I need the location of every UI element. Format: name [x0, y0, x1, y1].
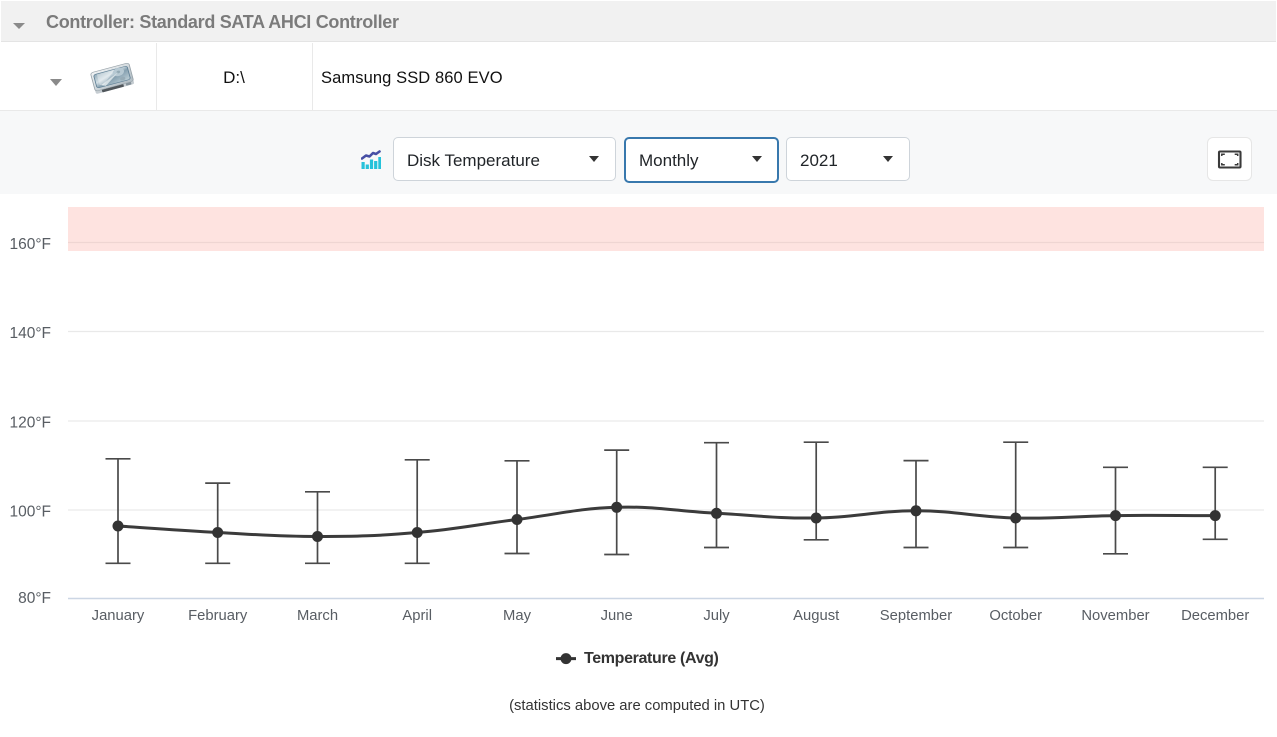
svg-text:May: May — [503, 608, 532, 624]
svg-text:Temperature (Avg): Temperature (Avg) — [584, 650, 719, 667]
svg-text:October: October — [989, 608, 1042, 624]
svg-text:140°F: 140°F — [9, 325, 51, 342]
svg-text:160°F: 160°F — [9, 236, 51, 253]
svg-text:June: June — [601, 608, 633, 624]
svg-text:120°F: 120°F — [9, 415, 51, 432]
svg-text:July: July — [703, 608, 730, 624]
svg-text:(statistics above are computed: (statistics above are computed in UTC) — [509, 698, 765, 714]
svg-text:November: November — [1081, 608, 1149, 624]
svg-text:December: December — [1181, 608, 1249, 624]
svg-text:100°F: 100°F — [9, 504, 51, 521]
svg-text:80°F: 80°F — [18, 590, 51, 607]
svg-text:September: September — [880, 608, 952, 624]
svg-text:April: April — [402, 608, 432, 624]
svg-text:February: February — [188, 608, 248, 624]
svg-text:March: March — [297, 608, 338, 624]
svg-text:August: August — [793, 608, 839, 624]
svg-text:January: January — [92, 608, 145, 624]
